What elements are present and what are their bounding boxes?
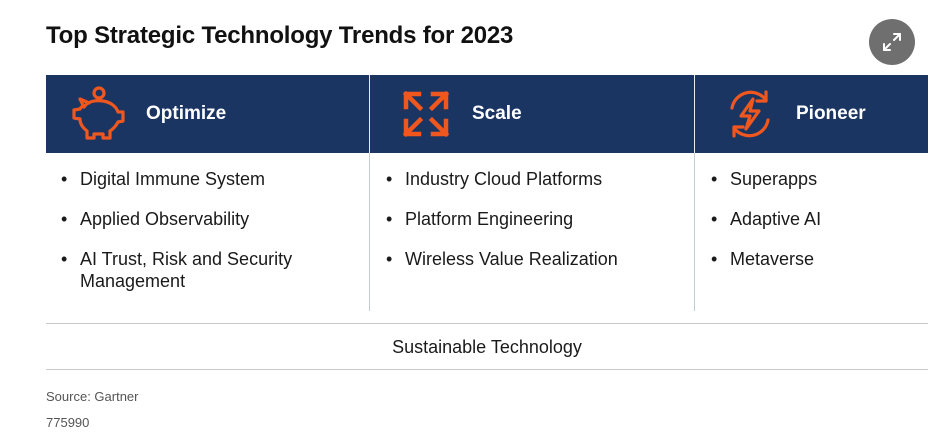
lightning-cycle-icon	[722, 86, 778, 142]
expand-icon	[883, 33, 901, 51]
expand-arrows-icon	[400, 88, 452, 140]
expand-button[interactable]	[869, 19, 915, 65]
list-item: Digital Immune System	[61, 168, 361, 190]
list-item: Applied Observability	[61, 208, 361, 230]
column-label-optimize: Optimize	[146, 103, 227, 124]
optimize-list: Digital Immune System Applied Observabil…	[61, 168, 361, 310]
list-item: Industry Cloud Platforms	[386, 168, 686, 190]
page-title: Top Strategic Technology Trends for 2023	[46, 22, 514, 49]
list-item: Adaptive AI	[711, 208, 931, 230]
column-header-scale: Scale	[400, 75, 522, 153]
header-divider	[694, 75, 695, 153]
foundation-top-rule	[46, 323, 928, 324]
column-label-scale: Scale	[472, 103, 522, 124]
column-divider	[369, 153, 370, 311]
source-note: Source: Gartner	[46, 389, 139, 404]
list-item: AI Trust, Risk and Security Management	[61, 248, 330, 292]
list-item: Metaverse	[711, 248, 931, 270]
foundation-bottom-rule	[46, 369, 928, 370]
column-divider	[694, 153, 695, 311]
column-header-optimize: Optimize	[70, 75, 226, 153]
foundation-label: Sustainable Technology	[392, 336, 582, 357]
pioneer-list: Superapps Adaptive AI Metaverse	[711, 168, 931, 288]
piggy-bank-icon	[70, 85, 128, 143]
scale-list: Industry Cloud Platforms Platform Engine…	[386, 168, 686, 288]
header-band	[46, 75, 928, 153]
list-item: Platform Engineering	[386, 208, 686, 230]
figure-id: 775990	[46, 415, 90, 430]
column-header-pioneer: Pioneer	[722, 75, 866, 153]
column-label-pioneer: Pioneer	[796, 103, 866, 124]
list-item: Superapps	[711, 168, 931, 190]
header-divider	[369, 75, 370, 153]
list-item: Wireless Value Realization	[386, 248, 686, 270]
